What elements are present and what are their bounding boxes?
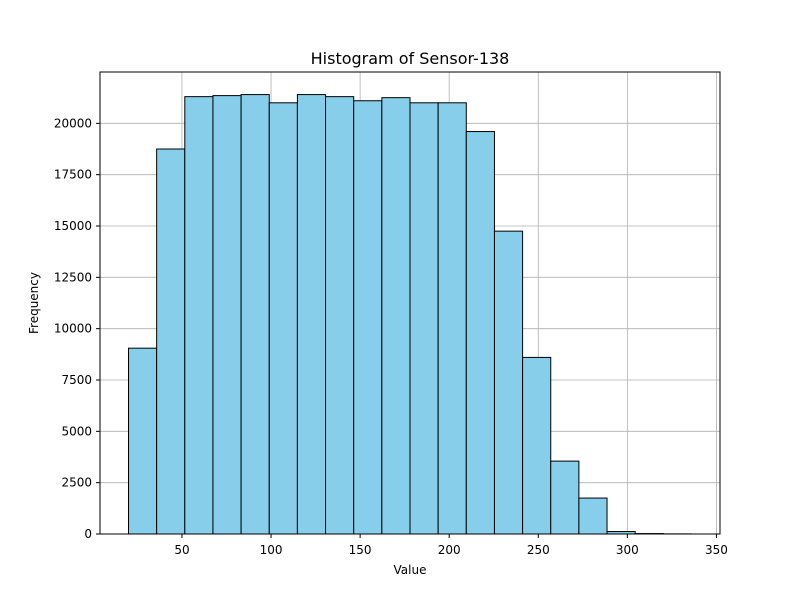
y-tick-label: 5000 bbox=[61, 424, 92, 438]
plot-frame bbox=[99, 71, 721, 535]
x-axis-label: Value bbox=[394, 563, 427, 577]
histogram-bar bbox=[437, 102, 467, 535]
ticks: 50 100 150 200 250 300 350 0 2500 5000 7500 10000 12… bbox=[54, 116, 728, 557]
y-axis-label: Frequency bbox=[27, 272, 41, 334]
histogram-bar bbox=[240, 94, 270, 535]
x-tick-label: 300 bbox=[616, 543, 639, 557]
x-tick-label: 50 bbox=[174, 543, 189, 557]
y-tick-label: 20000 bbox=[54, 116, 92, 130]
bars bbox=[128, 94, 692, 535]
y-tick-label: 15000 bbox=[54, 219, 92, 233]
histogram-bar bbox=[381, 97, 411, 535]
y-tick-label: 17500 bbox=[54, 168, 92, 182]
chart-title: Histogram of Sensor-138 bbox=[311, 49, 510, 68]
histogram-bar bbox=[184, 96, 214, 535]
y-tick-label: 12500 bbox=[54, 270, 92, 284]
y-tick-label: 2500 bbox=[61, 476, 92, 490]
x-tick-label: 100 bbox=[260, 543, 283, 557]
x-tick-label: 350 bbox=[705, 543, 728, 557]
histogram-bar bbox=[493, 230, 524, 535]
histogram-bar bbox=[212, 95, 242, 535]
histogram-bar bbox=[156, 148, 186, 535]
histogram-bar bbox=[296, 94, 327, 535]
histogram-bar bbox=[578, 497, 608, 535]
histogram-bar bbox=[353, 100, 383, 535]
histogram-bar bbox=[465, 131, 495, 535]
histogram-bar bbox=[409, 102, 439, 535]
x-tick-label: 250 bbox=[527, 543, 550, 557]
y-tick-label: 10000 bbox=[54, 322, 92, 336]
histogram-bar bbox=[550, 460, 580, 535]
x-tick-label: 150 bbox=[349, 543, 372, 557]
x-tick-label: 200 bbox=[438, 543, 461, 557]
histogram-bar bbox=[128, 347, 158, 535]
histogram-bar bbox=[325, 96, 355, 535]
y-tick-label: 7500 bbox=[61, 373, 92, 387]
histogram-bar bbox=[522, 356, 552, 535]
histogram-bar bbox=[268, 102, 298, 535]
y-tick-label: 0 bbox=[84, 527, 92, 541]
